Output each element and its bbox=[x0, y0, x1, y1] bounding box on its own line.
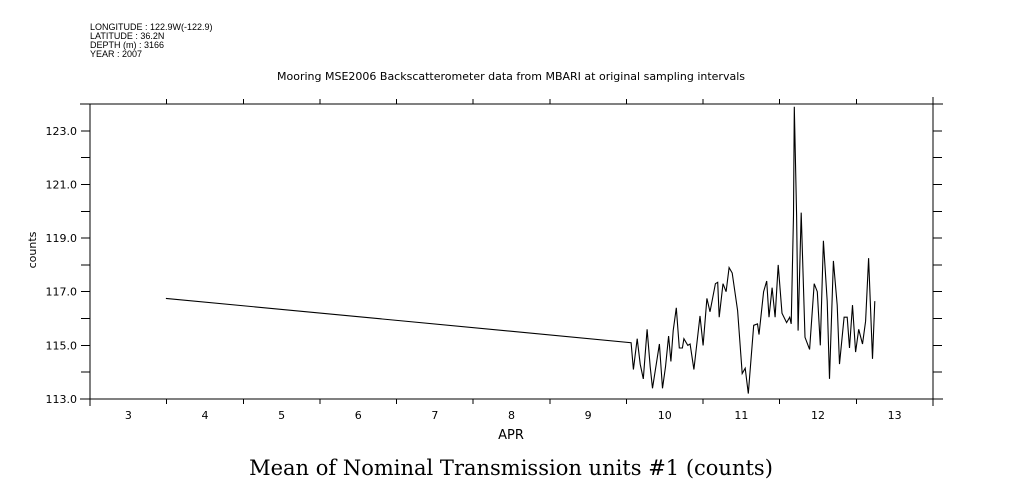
y-tick-label: 119.0 bbox=[46, 232, 78, 245]
y-tick-label: 123.0 bbox=[46, 125, 78, 138]
bottom-label: Mean of Nominal Transmission units #1 (c… bbox=[249, 456, 773, 480]
x-tick-label: 8 bbox=[508, 409, 515, 422]
x-tick-label: 5 bbox=[278, 409, 285, 422]
x-tick-label: 13 bbox=[888, 409, 902, 422]
depth-label: DEPTH (m) : 3166 bbox=[90, 40, 164, 50]
x-tick-label: 12 bbox=[811, 409, 825, 422]
x-tick-label: 4 bbox=[201, 409, 208, 422]
y-axis-label: counts bbox=[26, 231, 39, 268]
year-label: YEAR : 2007 bbox=[90, 49, 142, 59]
x-tick-label: 9 bbox=[585, 409, 592, 422]
chart-title: Mooring MSE2006 Backscatterometer data f… bbox=[277, 70, 745, 83]
x-axis-label: APR bbox=[498, 428, 524, 443]
longitude-label: LONGITUDE : 122.9W(-122.9) bbox=[90, 22, 213, 32]
y-tick-label: 115.0 bbox=[46, 339, 78, 352]
series-line bbox=[165, 106, 876, 394]
y-tick-label: 121.0 bbox=[46, 178, 78, 191]
latitude-label: LATITUDE : 36.2N bbox=[90, 31, 164, 41]
x-tick-label: 7 bbox=[431, 409, 438, 422]
y-tick-label: 113.0 bbox=[46, 393, 78, 406]
y-tick-label: 117.0 bbox=[46, 286, 78, 299]
x-tick-label: 3 bbox=[125, 409, 132, 422]
x-tick-label: 6 bbox=[355, 409, 362, 422]
x-tick-label: 10 bbox=[658, 409, 672, 422]
x-tick-label: 11 bbox=[734, 409, 748, 422]
